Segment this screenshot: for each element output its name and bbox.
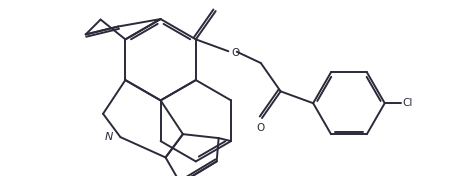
Text: N: N <box>105 132 114 142</box>
Text: O: O <box>231 48 239 58</box>
Text: Cl: Cl <box>402 98 412 108</box>
Text: O: O <box>256 123 264 133</box>
